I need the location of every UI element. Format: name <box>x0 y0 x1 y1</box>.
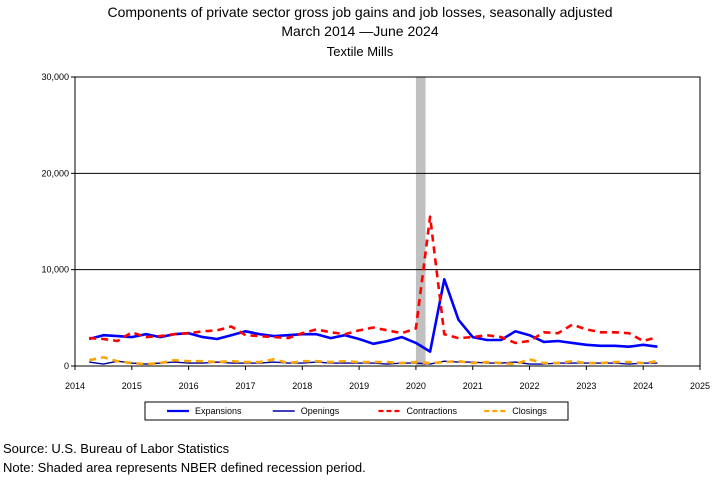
x-tick-label: 2017 <box>235 381 255 391</box>
x-tick-label: 2018 <box>292 381 312 391</box>
series-line-openings <box>89 360 658 365</box>
series-line-expansions <box>88 277 658 353</box>
source-note: Source: U.S. Bureau of Labor Statistics <box>3 441 230 456</box>
y-tick-label: 30,000 <box>41 72 69 82</box>
x-tick-label: 2016 <box>179 381 199 391</box>
legend-box <box>144 401 569 421</box>
chart-area: 0 10,000 20,000 30,000 2014 2015 2016 2017 2018 2… <box>41 72 710 421</box>
legend-label-closings: Closings <box>512 406 547 416</box>
x-tick-label: 2022 <box>520 381 540 391</box>
x-tick-label: 2019 <box>349 381 369 391</box>
x-tick-label: 2025 <box>690 381 710 391</box>
recession-note: Note: Shaded area represents NBER define… <box>3 460 366 475</box>
x-tick-label: 2015 <box>122 381 142 391</box>
legend-label-expansions: Expansions <box>195 406 242 416</box>
legend-label-contractions: Contractions <box>407 406 458 416</box>
x-tick-label: 2014 <box>65 381 85 391</box>
y-tick-label: 0 <box>64 361 69 371</box>
plot-frame <box>74 76 701 367</box>
x-tick-label: 2021 <box>463 381 483 391</box>
chart-subtitle: Textile Mills <box>326 44 394 59</box>
y-tick-label: 20,000 <box>41 168 69 178</box>
chart-title-line-2: March 2014 —June 2024 <box>281 23 439 39</box>
series-line-contractions <box>89 215 658 345</box>
y-tick-label: 10,000 <box>41 265 69 275</box>
legend-label-openings: Openings <box>301 406 340 416</box>
x-tick-label: 2020 <box>406 381 426 391</box>
x-tick-label: 2024 <box>633 381 653 391</box>
x-tick-label: 2023 <box>576 381 596 391</box>
recession-shading <box>415 77 426 366</box>
chart-title-line-1: Components of private sector gross job g… <box>107 4 613 20</box>
